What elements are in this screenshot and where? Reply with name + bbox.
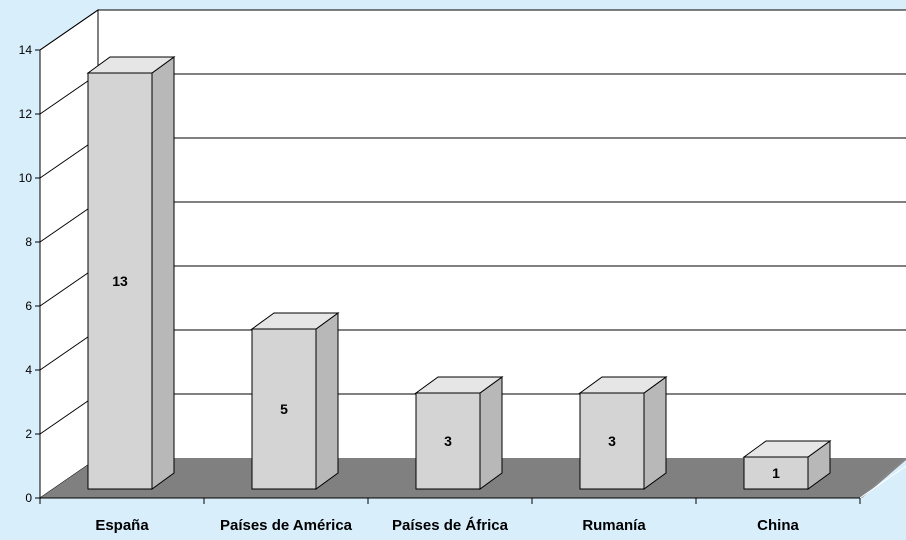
bar-side xyxy=(315,312,339,490)
bar-front xyxy=(579,392,645,490)
bar xyxy=(250,312,340,490)
y-tick-label: 10 xyxy=(19,171,33,185)
y-tick-label: 8 xyxy=(25,235,32,249)
data-label: 5 xyxy=(280,401,288,417)
data-label: 3 xyxy=(444,433,452,449)
bar-side xyxy=(479,376,503,490)
category-label: Rumanía xyxy=(582,517,646,534)
data-label: 3 xyxy=(608,433,616,449)
bar-front xyxy=(87,72,153,490)
y-tick-label: 0 xyxy=(25,491,32,505)
bar-front xyxy=(743,456,809,490)
category-label: China xyxy=(757,517,799,534)
chart-floor-edge xyxy=(860,458,906,498)
bar-side xyxy=(643,376,667,490)
data-label: 13 xyxy=(112,273,128,289)
category-label: Países de América xyxy=(220,517,353,534)
floor-right-edge xyxy=(859,465,906,499)
bar xyxy=(742,440,832,490)
bar-front xyxy=(251,328,317,490)
y-tick-label: 14 xyxy=(19,43,33,57)
bar xyxy=(86,56,176,490)
data-label: 1 xyxy=(772,465,780,481)
category-label: España xyxy=(95,517,149,534)
gridline-side xyxy=(39,9,99,51)
bar-side xyxy=(151,56,175,490)
y-tick-label: 2 xyxy=(25,427,32,441)
bar xyxy=(578,376,668,490)
bar-front xyxy=(415,392,481,490)
y-tick-label: 12 xyxy=(19,107,33,121)
y-tick-label: 4 xyxy=(25,363,32,377)
category-label: Países de África xyxy=(392,517,509,534)
y-tick-label: 6 xyxy=(25,299,32,313)
bar xyxy=(414,376,504,490)
